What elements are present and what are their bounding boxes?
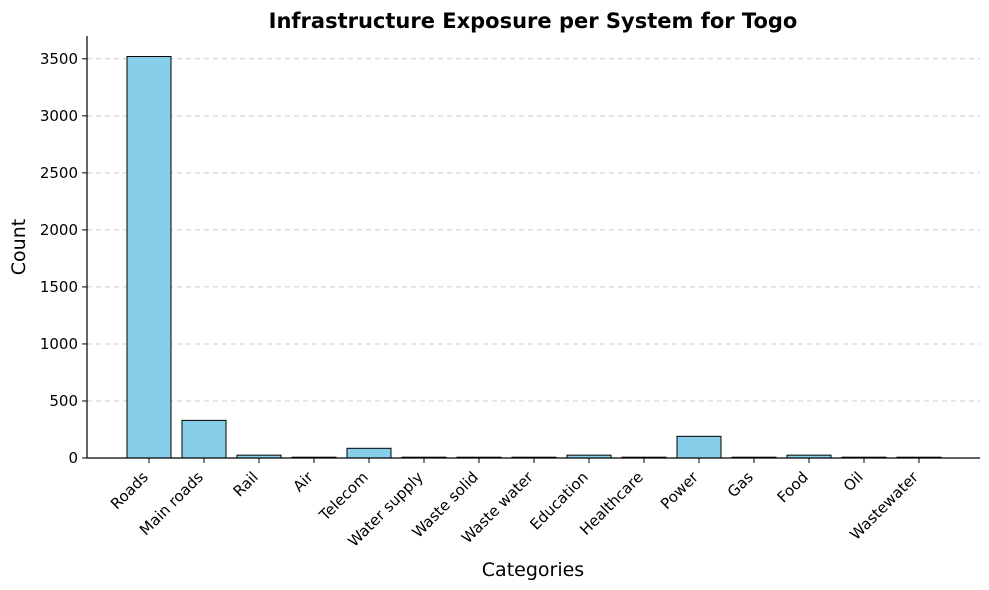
bar-main-roads [181,419,227,459]
y-axis: 0 500 1000 1500 2000 2500 3000 3500 [40,36,88,467]
bar-roads [126,56,172,459]
chart-title: Infrastructure Exposure per System for T… [269,9,798,33]
y-tick-label: 2000 [40,221,78,239]
x-tick-label: Roads [107,468,152,513]
x-tick-label: Oil [840,468,867,495]
y-axis-title: Count [8,219,30,275]
x-tick-label: Gas [724,468,757,501]
x-tick-label: Air [290,468,318,496]
y-tick-label: 0 [68,449,78,467]
y-tick-label: 500 [49,392,78,410]
y-tick-label: 3000 [40,107,78,125]
grid-lines [87,58,980,402]
x-tick-label: Rail [230,468,262,500]
y-tick-label: 3500 [40,50,78,68]
bar-power [676,435,722,459]
y-tick-label: 1500 [40,278,78,296]
x-tick-label: Food [774,468,812,506]
x-tick-label: Power [657,468,702,513]
y-tick-label: 2500 [40,164,78,182]
y-tick-label: 1000 [40,335,78,353]
bars-group [126,56,942,459]
x-tick-label: Telecom [315,468,372,525]
x-axis-title: Categories [482,559,584,581]
bar-telecom [346,447,392,459]
